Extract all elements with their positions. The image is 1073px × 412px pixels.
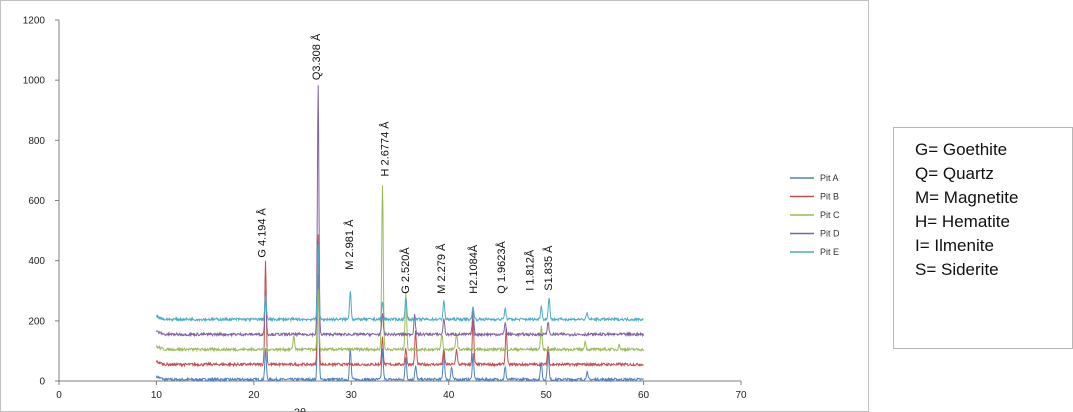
series-line-pit-a xyxy=(155,273,644,383)
x-tick-label: 70 xyxy=(735,390,747,401)
peak-annotation: Q3.308 Å xyxy=(310,33,323,80)
key-item-ilmenite: I= Ilmenite xyxy=(915,236,994,255)
x-tick-label: 30 xyxy=(346,390,358,401)
legend: Pit A Pit B Pit C Pit D Pit E xyxy=(790,173,840,257)
legend-label: Pit D xyxy=(820,229,840,239)
key-item-siderite: S= Siderite xyxy=(915,260,999,279)
x-tick-label: 40 xyxy=(443,390,455,401)
legend-label: Pit A xyxy=(820,173,839,183)
series-line-pit-b xyxy=(155,234,644,368)
peak-annotation: G 2.520Å xyxy=(399,247,412,294)
y-tick-label: 800 xyxy=(28,136,45,147)
peak-annotation: H2.1084Å xyxy=(467,244,480,294)
y-tick-label: 0 xyxy=(39,377,45,388)
series-line-pit-c xyxy=(155,185,645,353)
key-item-hematite: H= Hematite xyxy=(915,212,1010,231)
x-tick-label: 60 xyxy=(638,390,650,401)
series-line-pit-e xyxy=(155,244,644,323)
peak-annotation: I 1.812Å xyxy=(523,249,536,291)
y-tick-label: 1200 xyxy=(23,16,46,27)
key-item-magnetite: M= Magnetite xyxy=(915,188,1019,207)
peak-annotation: S1.835 Å xyxy=(542,245,555,291)
chart-area-border xyxy=(0,0,869,412)
peak-annotation: Q 1.9623Å xyxy=(495,241,508,294)
mineral-key-box: G= Goethite Q= Quartz M= Magnetite H= He… xyxy=(893,127,1073,349)
x-axis-title: 2θ xyxy=(294,407,306,412)
y-tick-label: 400 xyxy=(28,256,45,267)
series-layer xyxy=(155,85,645,383)
y-tick-label: 200 xyxy=(28,316,45,327)
peak-annotation: M 2.279 Å xyxy=(435,243,448,294)
legend-label: Pit C xyxy=(820,210,840,220)
peak-annotation: G 4.194 Å xyxy=(256,207,269,257)
annotations: G 4.194 Å Q3.308 Å M 2.981 Å H 2.6774 Å G 2.… xyxy=(256,33,555,294)
peak-annotation: M 2.981 Å xyxy=(343,219,356,270)
x-tick-label: 10 xyxy=(151,390,163,401)
peak-annotation: H 2.6774 Å xyxy=(378,121,391,177)
y-tick-label: 1000 xyxy=(23,76,46,87)
x-tick-label: 0 xyxy=(56,390,62,401)
key-item-goethite: G= Goethite xyxy=(915,140,1008,159)
key-item-quartz: Q= Quartz xyxy=(915,164,994,183)
y-tick-label: 600 xyxy=(28,196,45,207)
series-line-pit-d xyxy=(155,85,645,338)
x-tick-label: 50 xyxy=(541,390,553,401)
x-tick-label: 20 xyxy=(248,390,260,401)
legend-label: Pit B xyxy=(820,192,839,202)
legend-label: Pit E xyxy=(820,247,839,257)
